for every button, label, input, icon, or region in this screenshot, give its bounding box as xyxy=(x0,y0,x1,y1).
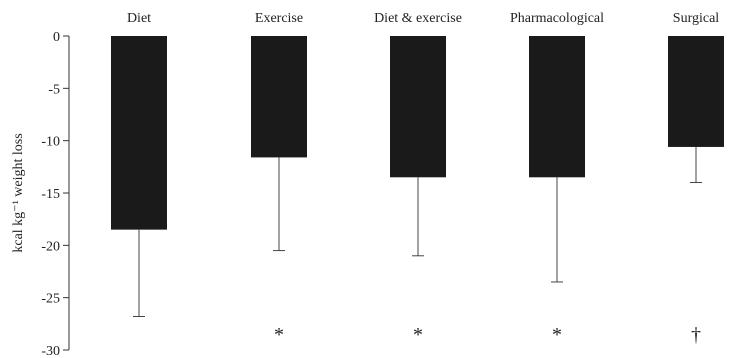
y-tick-label: -30 xyxy=(41,344,60,358)
bar xyxy=(529,36,585,178)
bar xyxy=(111,36,167,230)
significance-marker: * xyxy=(413,324,423,346)
axes xyxy=(63,35,70,351)
significance-marker: * xyxy=(274,324,284,346)
category-label: Diet & exercise xyxy=(374,11,462,26)
bar xyxy=(251,36,307,158)
bar xyxy=(390,36,446,178)
bars xyxy=(111,36,724,318)
y-tick-label: -10 xyxy=(41,135,60,150)
y-tick-label: -25 xyxy=(41,292,60,307)
significance-marker: † xyxy=(691,324,701,346)
significance-marker: * xyxy=(552,324,562,346)
category-label: Diet xyxy=(127,11,151,26)
category-label: Exercise xyxy=(255,11,303,26)
labels: 0 -5 -10 -15 -20 -25 -30 Diet Exercise * Diet & ex… xyxy=(41,11,719,358)
y-tick-label: -5 xyxy=(48,82,60,97)
y-tick-label: 0 xyxy=(53,30,60,45)
category-label: Surgical xyxy=(673,11,720,26)
bar xyxy=(668,36,724,147)
y-tick-label: -15 xyxy=(41,187,60,202)
y-axis-label: kcal kg⁻¹ weight loss xyxy=(11,133,26,252)
y-tick-label: -20 xyxy=(41,239,60,254)
category-label: Pharmacological xyxy=(510,11,604,26)
